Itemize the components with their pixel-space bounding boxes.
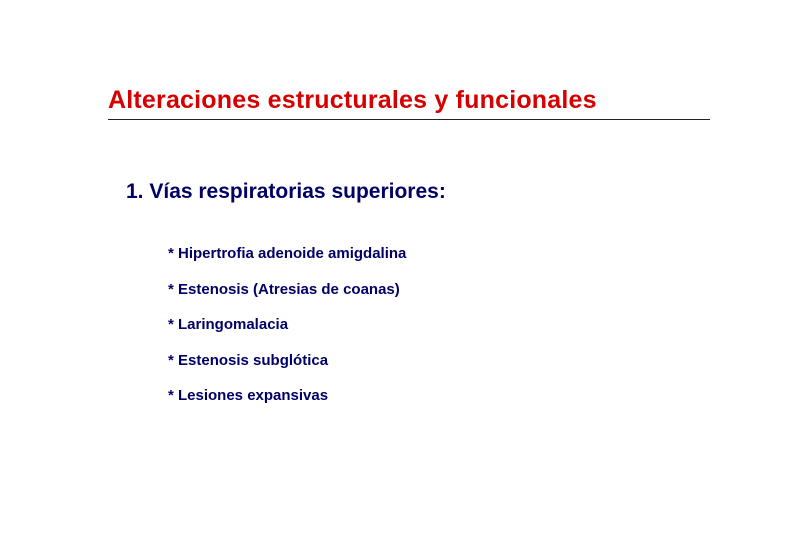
list-item: * Estenosis (Atresias de coanas) — [168, 280, 710, 300]
title-divider — [108, 119, 710, 120]
list-item: * Hipertrofia adenoide amigdalina — [168, 244, 710, 264]
list-item: * Estenosis subglótica — [168, 351, 710, 371]
section-heading: 1. Vías respiratorias superiores: — [126, 180, 710, 204]
slide-container: Alteraciones estructurales y funcionales… — [0, 0, 810, 540]
item-list: * Hipertrofia adenoide amigdalina * Este… — [168, 244, 710, 406]
list-item: * Lesiones expansivas — [168, 386, 710, 406]
list-item: * Laringomalacia — [168, 315, 710, 335]
slide-title: Alteraciones estructurales y funcionales — [108, 86, 710, 115]
